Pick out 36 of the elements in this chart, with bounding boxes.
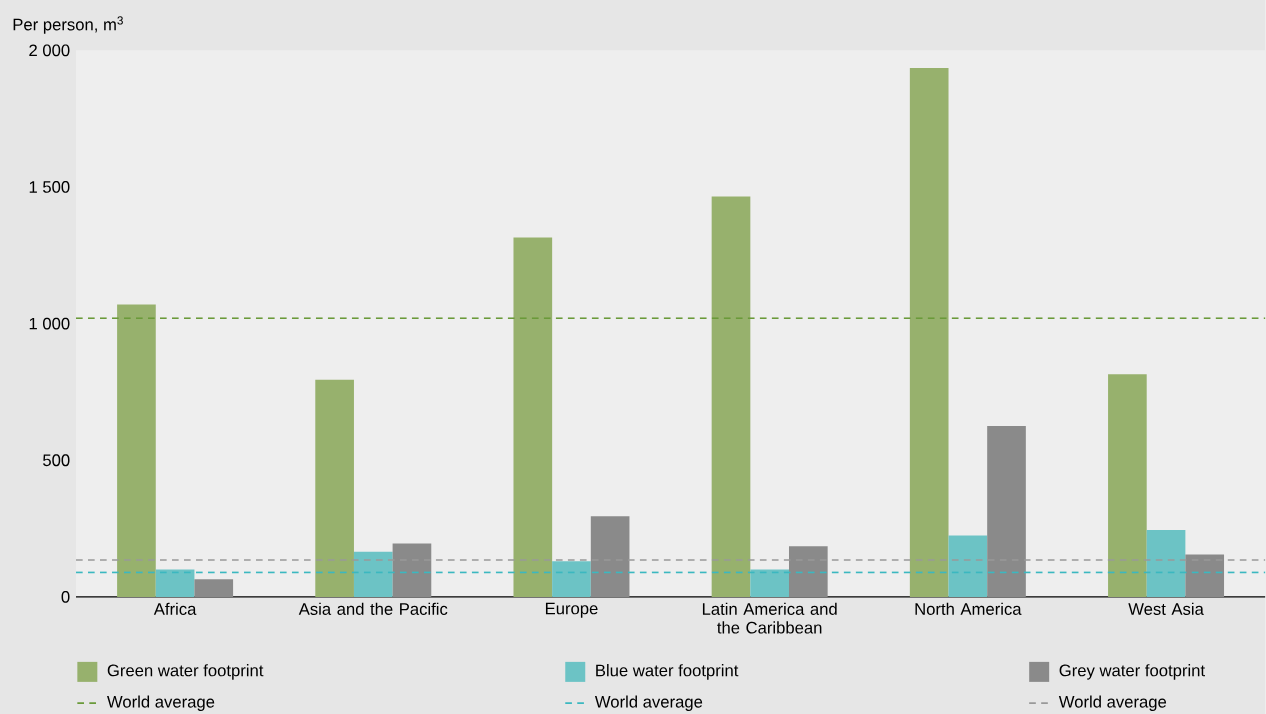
y-tick-label: 2 000 [29,44,70,57]
bar [392,543,432,597]
legend-label: Grey water footprint [1059,664,1205,680]
legend-label: Blue water footprint [596,664,739,680]
bar [315,379,354,597]
y-axis-title: Per person, m$^{3}$ [13,16,123,34]
x-tick-label: Europe [545,602,598,618]
y-tick-label: 1 000 [29,317,70,330]
bar [590,516,630,597]
bar [552,561,591,597]
legend-label: World average [1058,695,1167,712]
bar [117,304,156,597]
bar [194,579,234,597]
y-tick-label: 1 500 [29,181,70,193]
bar [987,426,1026,597]
bar [155,569,195,597]
bar [948,535,988,597]
bar [788,546,828,597]
bar [1146,530,1186,597]
legend-label: Green water footprint [107,664,264,680]
bar [513,237,553,597]
x-tick-label: Africa [153,602,197,616]
legend-label: World average [107,695,215,712]
x-tick-label: Latin America and the Caribbean [702,602,837,634]
bar [909,68,949,597]
y-tick-label: 500 [43,454,70,467]
legend-label: World average [594,695,703,712]
bar [1108,374,1147,597]
bar [711,196,751,597]
bar [750,569,789,597]
y-tick-label: 0 [61,591,70,603]
bar [353,551,393,597]
x-tick-label: North America [915,602,1022,616]
x-tick-label: Asia and the Pacific [298,602,448,616]
x-tick-label: West Asia [1128,602,1204,616]
bar [1185,554,1225,597]
